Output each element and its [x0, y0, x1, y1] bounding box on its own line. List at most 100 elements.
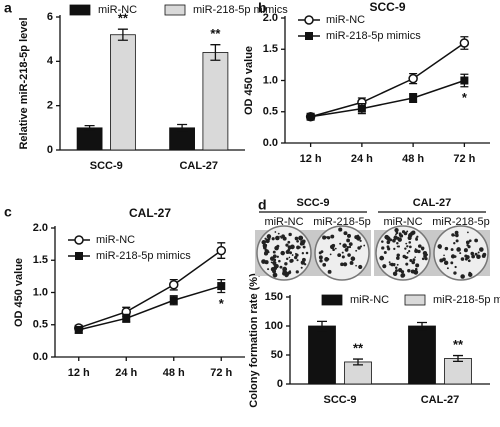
- colony: [274, 245, 279, 251]
- significance: **: [453, 337, 464, 352]
- colony: [468, 272, 473, 277]
- x-tick-label: 24 h: [115, 367, 137, 379]
- colony: [406, 245, 409, 248]
- x-tick-label: 48 h: [402, 153, 424, 165]
- colony: [455, 239, 459, 243]
- colony: [395, 233, 397, 236]
- bar: [202, 52, 229, 151]
- colony: [394, 235, 397, 238]
- colony: [450, 248, 454, 252]
- colony: [339, 242, 342, 245]
- colony: [392, 271, 398, 277]
- marker: [459, 38, 470, 48]
- colony: [355, 264, 357, 267]
- colony: [400, 273, 405, 278]
- y-tick-label: 0: [277, 378, 283, 390]
- colony: [450, 254, 456, 259]
- colony: [275, 235, 280, 241]
- legend-swatch: [69, 4, 91, 16]
- colony: [417, 244, 422, 248]
- bar: [444, 358, 472, 385]
- y-axis-label: Colony formation rate (%): [248, 273, 260, 408]
- colony: [273, 258, 277, 262]
- colony: [446, 267, 449, 270]
- colony: [301, 252, 305, 255]
- panel-label: b: [258, 0, 267, 16]
- colony: [396, 236, 400, 240]
- legend-label: miR-218-5p mimics: [433, 294, 500, 306]
- legend-label: miR-218-5p mimics: [326, 30, 421, 42]
- colony: [350, 256, 356, 262]
- colony: [300, 266, 303, 269]
- colony: [394, 227, 399, 233]
- colony: [279, 235, 282, 238]
- marker: [169, 296, 178, 305]
- y-tick-label: 2.0: [263, 12, 278, 24]
- colony: [396, 263, 399, 266]
- colony: [389, 238, 393, 242]
- line: [78, 285, 222, 331]
- colony: [460, 257, 465, 261]
- colony: [415, 263, 420, 268]
- y-tick-label: 2: [47, 100, 53, 112]
- colony: [288, 271, 292, 274]
- x-tick-label: 48 h: [163, 367, 185, 379]
- colony: [406, 230, 409, 233]
- image-label: miR-NC: [383, 216, 422, 228]
- colony: [413, 269, 419, 275]
- colony: [337, 253, 342, 258]
- colony: [261, 259, 266, 264]
- colony: [396, 241, 399, 245]
- y-tick-label: 2.0: [33, 222, 48, 234]
- colony: [404, 256, 408, 260]
- bar: [76, 127, 103, 151]
- colony: [296, 239, 299, 243]
- marker: [216, 245, 226, 256]
- colony: [341, 251, 344, 254]
- x-tick-label: 12 h: [68, 367, 90, 379]
- colony: [334, 247, 337, 250]
- bar: [408, 325, 436, 385]
- colony: [453, 271, 457, 275]
- colony: [424, 257, 428, 261]
- colony: [327, 257, 330, 261]
- colony: [390, 262, 395, 267]
- error-bar: [117, 28, 128, 41]
- colony: [383, 251, 387, 255]
- colony: [453, 255, 457, 258]
- colony: [397, 267, 403, 273]
- x-tick-label: 24 h: [351, 153, 373, 165]
- image-label: miR-218-5p: [313, 216, 370, 228]
- colony: [285, 243, 289, 247]
- marker: [75, 252, 83, 260]
- line: [310, 42, 465, 118]
- colony: [397, 245, 400, 248]
- error-bar: [317, 320, 327, 332]
- colony: [266, 234, 272, 239]
- colony: [332, 248, 335, 252]
- y-axis-label: Relative miR-218-5p level: [18, 17, 30, 149]
- colony: [285, 257, 289, 261]
- colony: [291, 254, 294, 256]
- colony: [463, 248, 468, 253]
- error-bar: [417, 321, 427, 331]
- image-title: SCC-9: [296, 197, 329, 209]
- colony: [296, 259, 299, 262]
- marker: [408, 73, 418, 84]
- colony: [295, 253, 299, 257]
- error-bar: [353, 358, 363, 366]
- colony: [381, 247, 384, 250]
- colony: [325, 236, 329, 239]
- colony: [264, 237, 267, 240]
- legend-label: miR-NC: [326, 14, 365, 26]
- colony: [379, 255, 385, 261]
- colony: [327, 269, 332, 274]
- marker: [306, 112, 315, 121]
- colony: [388, 261, 391, 264]
- significance: **: [118, 11, 129, 26]
- significance: *: [219, 296, 225, 311]
- colony: [421, 257, 425, 261]
- colony: [407, 269, 411, 273]
- colony: [282, 266, 288, 272]
